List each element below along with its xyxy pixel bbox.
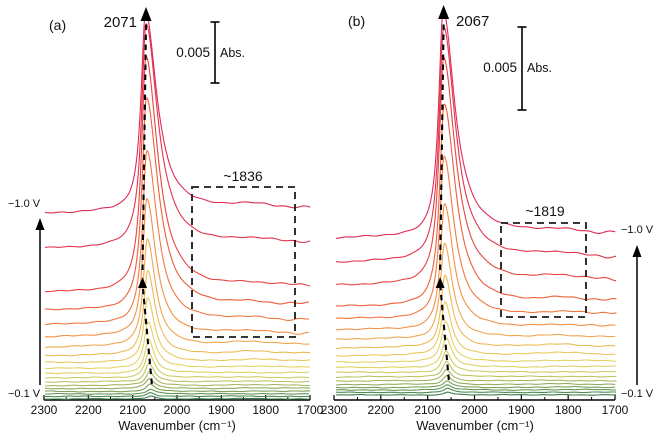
spectrum-curve xyxy=(335,301,616,357)
spectrum-curve xyxy=(44,383,311,393)
x-tick-label: 2000 xyxy=(461,403,488,417)
spectrum-curve xyxy=(335,155,617,319)
panel-b-scalebar-unit: Abs. xyxy=(527,61,552,75)
spectrum-curve xyxy=(44,97,310,311)
spectrum-curve xyxy=(335,56,617,286)
spectrum-curve xyxy=(44,378,311,390)
panel-b-potential-start-label: −0.1 V xyxy=(621,388,654,400)
peak-shift-arrow-upper xyxy=(141,23,148,271)
spectrum-curve xyxy=(45,362,310,383)
peak-arrowhead-top xyxy=(438,5,450,19)
panel-a-scalebar-unit: Abs. xyxy=(220,46,245,60)
peak-shift-arrowhead-mid xyxy=(138,277,148,288)
spectrum-curve xyxy=(335,391,616,396)
spectrum-curve xyxy=(45,388,310,395)
panel-b-potential-end-label: −1.0 V xyxy=(621,224,654,236)
spectrum-curve xyxy=(44,270,311,357)
spectrum-curve xyxy=(335,274,616,350)
peak-shift-arrowhead-mid xyxy=(435,277,445,288)
x-tick-label: 2300 xyxy=(321,403,348,417)
panel-b-scalebar-value: 0.005 xyxy=(483,60,517,75)
peak-shift-arrow-lower xyxy=(141,283,153,385)
panel-b-plot: 2300 2200 2100 2000 1900 1800 1700 xyxy=(321,5,642,417)
panel-b-label: (b) xyxy=(348,13,365,29)
spectrum-curve xyxy=(336,242,616,340)
spectrum-curve xyxy=(335,320,617,363)
panel-b-weak-band-label: ~1819 xyxy=(525,203,565,219)
spectrum-curve xyxy=(335,336,616,369)
spectrum-curve xyxy=(45,321,311,370)
x-tick-label: 2100 xyxy=(119,403,146,417)
spectrum-curve xyxy=(335,9,616,239)
peak-shift-arrow-lower xyxy=(439,283,450,381)
weak-band-box xyxy=(500,222,587,318)
spectrum-curve xyxy=(44,392,309,398)
spectrum-curve xyxy=(44,238,310,349)
spectrum-curve xyxy=(335,203,616,331)
weak-band-box xyxy=(191,186,296,338)
x-tick-label: 2300 xyxy=(31,403,58,417)
spectrum-curve xyxy=(336,369,617,382)
x-tick-label: 1900 xyxy=(208,403,235,417)
spectrum-curve xyxy=(45,198,310,338)
spectrum-curve xyxy=(44,55,311,293)
spectrum-curve xyxy=(45,395,310,400)
spectrum-curve xyxy=(335,26,617,263)
spectrum-curve xyxy=(44,150,310,326)
spectrum-curve xyxy=(335,103,617,307)
potential-arrowhead xyxy=(632,245,642,257)
panel-b-x-axis-title: Wavenumber (cm⁻¹) xyxy=(416,418,534,433)
spectrum-curve xyxy=(44,352,309,379)
spectrum-curve xyxy=(335,350,617,374)
x-tick-label: 1700 xyxy=(297,403,324,417)
x-tick-label: 2200 xyxy=(75,403,102,417)
spectrum-curve xyxy=(335,375,616,386)
spectrum-curve xyxy=(335,387,617,394)
spectrum-curve xyxy=(44,23,311,249)
panel-a-potential-start-label: −0.1 V xyxy=(8,388,41,400)
peak-arrowhead-top xyxy=(140,7,152,21)
spectrum-curve xyxy=(44,297,311,364)
spectrum-curve xyxy=(44,339,310,375)
spectrum-curve xyxy=(336,361,617,378)
spectrum-curve xyxy=(335,380,616,389)
spectrum-curve xyxy=(44,371,311,387)
peak-shift-arrow-upper xyxy=(439,21,445,271)
panel-a-x-axis-title: Wavenumber (cm⁻¹) xyxy=(118,418,236,433)
x-tick-label: 1800 xyxy=(252,403,279,417)
spectrum-curve xyxy=(336,384,617,391)
panel-a-plot: 2300 2200 2100 2000 1900 1800 1700 xyxy=(31,7,324,417)
panel-b-peak-label: 2067 xyxy=(456,13,489,30)
panel-a-weak-band-label: ~1836 xyxy=(223,168,263,184)
x-tick-label: 2100 xyxy=(414,403,441,417)
panel-a-potential-end-label: −1.0 V xyxy=(8,198,41,210)
x-tick-label: 1900 xyxy=(508,403,535,417)
potential-arrowhead xyxy=(35,218,45,230)
x-tick-label: 2000 xyxy=(164,403,191,417)
panel-a-peak-label: 2071 xyxy=(104,14,137,31)
panel-a-scalebar-value: 0.005 xyxy=(176,45,210,60)
x-tick-label: 1800 xyxy=(555,403,582,417)
x-tick-label: 1700 xyxy=(602,403,629,417)
panel-a-label: (a) xyxy=(49,17,66,33)
spectrum-curve xyxy=(44,11,311,214)
x-tick-label: 2200 xyxy=(367,403,394,417)
